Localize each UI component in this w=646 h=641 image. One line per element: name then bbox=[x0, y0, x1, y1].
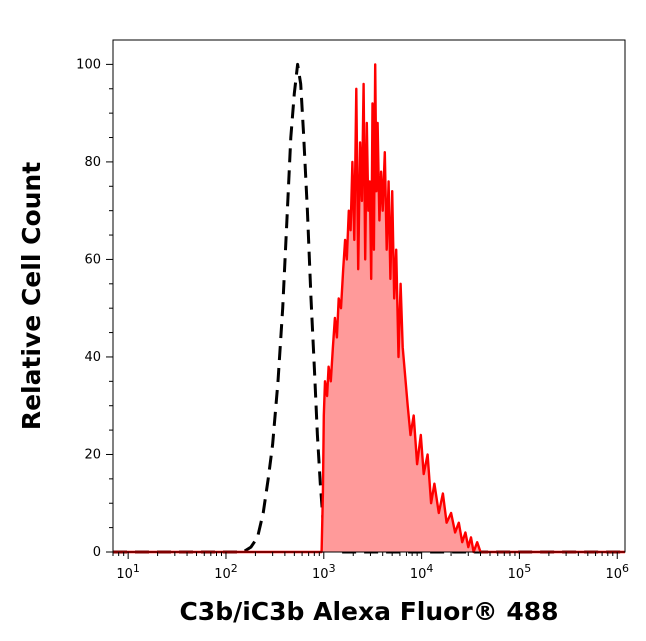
x-tick-exponent: 3 bbox=[329, 562, 336, 575]
y-tick-label: 60 bbox=[84, 252, 101, 267]
x-tick-base: 10 bbox=[605, 567, 622, 582]
x-tick-base: 10 bbox=[312, 567, 329, 582]
x-tick-base: 10 bbox=[508, 567, 525, 582]
x-tick-base: 10 bbox=[410, 567, 427, 582]
x-tick-label: 103 bbox=[312, 562, 336, 582]
plot-series bbox=[113, 62, 625, 554]
series-1-line bbox=[113, 63, 625, 554]
x-tick-exponent: 1 bbox=[133, 562, 140, 575]
x-tick-base: 10 bbox=[214, 567, 231, 582]
y-axis: 0 20 40 60 80 100 bbox=[76, 57, 113, 560]
y-tick-label: 100 bbox=[76, 57, 101, 72]
x-tick-exponent: 5 bbox=[524, 562, 531, 575]
y-tick-label: 40 bbox=[84, 350, 101, 365]
plot-frame bbox=[112, 39, 626, 553]
x-tick-label: 101 bbox=[116, 562, 140, 582]
y-tick-label: 80 bbox=[84, 155, 101, 170]
x-tick-exponent: 6 bbox=[622, 562, 629, 575]
x-tick-exponent: 4 bbox=[426, 562, 433, 575]
x-tick-label: 106 bbox=[605, 562, 629, 582]
x-tick-exponent: 2 bbox=[231, 562, 238, 575]
x-tick-label: 105 bbox=[508, 562, 532, 582]
x-tick-label: 104 bbox=[410, 562, 434, 582]
x-tick-base: 10 bbox=[116, 567, 133, 582]
x-axis-title: C3b/iC3b Alexa Fluor® 488 bbox=[179, 597, 558, 626]
x-tick-label: 102 bbox=[214, 562, 238, 582]
y-tick-label: 20 bbox=[84, 447, 101, 462]
y-tick-label: 0 bbox=[93, 545, 101, 560]
series-1-fill bbox=[113, 64, 625, 553]
x-axis: 101 102 103 104 105 106 bbox=[112, 552, 629, 582]
y-axis-title: Relative Cell Count bbox=[17, 162, 46, 430]
